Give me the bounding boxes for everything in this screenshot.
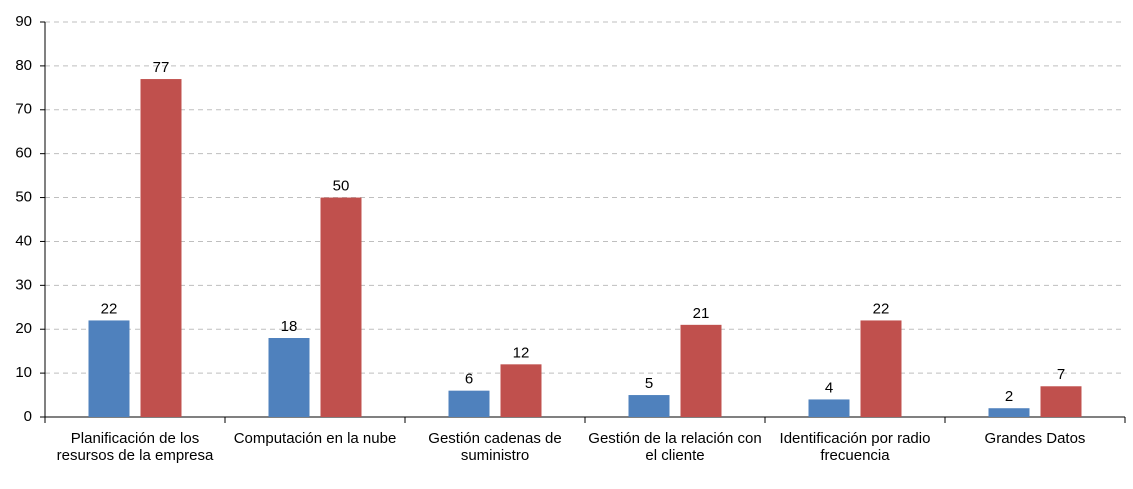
y-tick-label: 20 [15,320,32,337]
data-label: 50 [333,178,350,195]
data-label: 77 [153,59,170,76]
x-tick-label: Gestión de la relación con el cliente [588,430,762,464]
bar [860,320,902,417]
data-label: 21 [693,305,710,322]
data-label: 7 [1057,366,1065,383]
data-label: 5 [645,375,653,392]
bar [808,399,850,417]
y-tick-label: 40 [15,232,32,249]
y-tick-label: 70 [15,101,32,118]
y-tick-label: 0 [24,408,32,425]
y-tick-label: 10 [15,364,32,381]
bar [320,197,362,417]
bar [140,79,182,418]
bar [268,338,310,417]
bar [988,408,1030,417]
data-label: 12 [513,344,530,361]
y-tick-label: 50 [15,189,32,206]
data-label: 4 [825,379,833,396]
data-label: 22 [873,300,890,317]
y-tick-label: 30 [15,276,32,293]
bar [448,390,490,417]
bar [680,324,722,417]
bar [1040,386,1082,417]
data-label: 2 [1005,388,1013,405]
bar [628,395,670,417]
x-tick-label: Grandes Datos [984,430,1086,447]
x-tick-label: Computación en la nube [233,430,397,447]
data-label: 22 [101,300,118,317]
y-tick-label: 60 [15,145,32,162]
x-tick-label: Planificación de los resursos de la empr… [56,430,214,464]
data-label: 6 [465,371,473,388]
bar [500,364,542,417]
x-tick-label: Identificación por radio frecuencia [779,430,931,464]
data-label: 18 [281,318,298,335]
y-tick-label: 90 [15,13,32,30]
y-tick-label: 80 [15,57,32,74]
x-tick-label: Gestión cadenas de suministro [428,430,562,464]
bar [88,320,130,417]
